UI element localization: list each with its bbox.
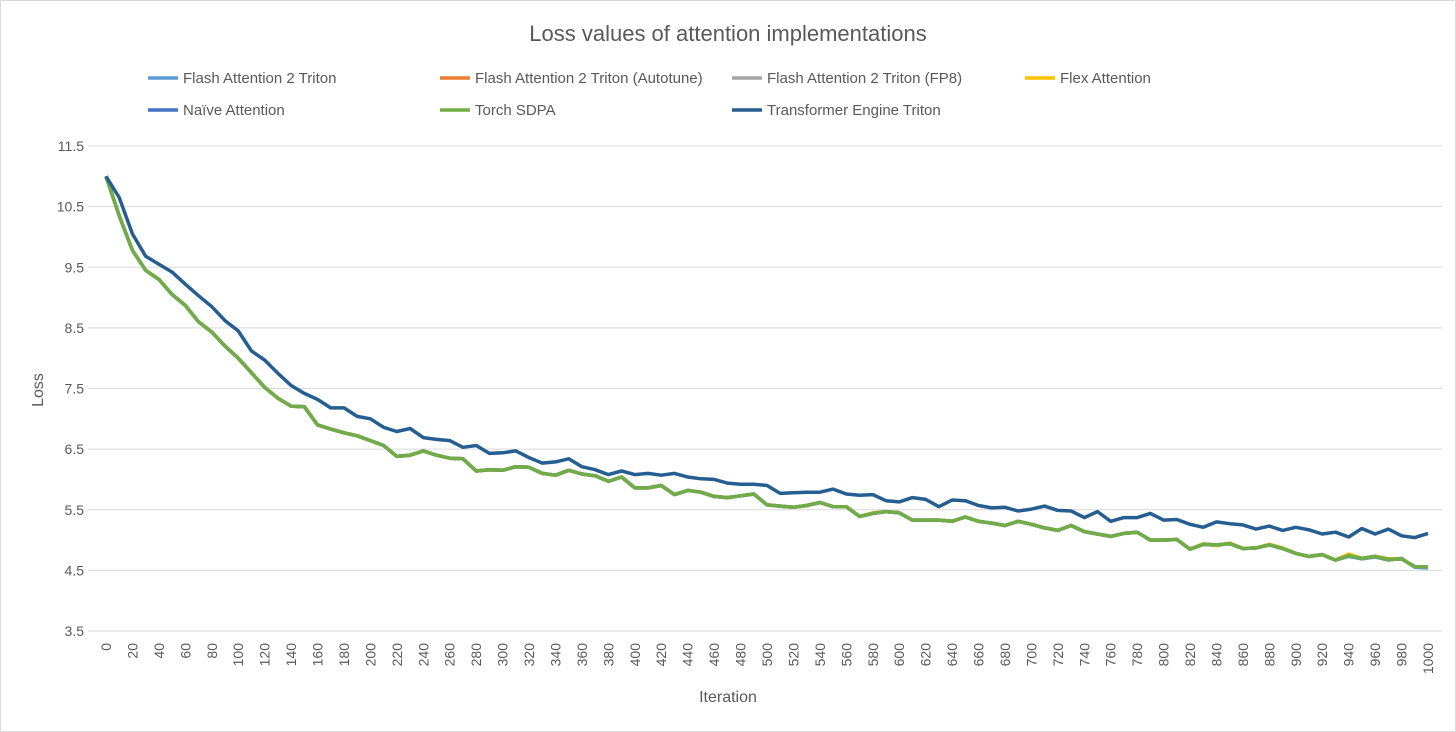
x-axis-title: Iteration: [699, 689, 757, 706]
legend-label: Transformer Engine Triton: [767, 102, 941, 119]
x-tick-label: 760: [1103, 643, 1119, 667]
legend-label: Naïve Attention: [183, 102, 285, 119]
x-tick-label: 380: [600, 643, 616, 667]
x-tick-label: 980: [1394, 643, 1410, 667]
x-tick-label: 660: [971, 643, 987, 667]
x-tick-label: 60: [177, 643, 193, 659]
x-tick-label: 800: [1156, 643, 1172, 667]
x-tick-label: 880: [1261, 643, 1277, 667]
x-tick-label: 620: [918, 643, 934, 667]
x-tick-label: 940: [1341, 643, 1357, 667]
x-tick-label: 220: [389, 643, 405, 667]
legend-label: Flash Attention 2 Triton (Autotune): [475, 70, 703, 87]
y-tick-label: 11.5: [58, 138, 84, 154]
x-tick-label: 360: [574, 643, 590, 667]
legend-label: Flash Attention 2 Triton: [183, 70, 336, 87]
x-tick-label: 340: [547, 643, 563, 667]
x-tick-label: 920: [1314, 643, 1330, 667]
y-tick-label: 9.5: [65, 259, 85, 275]
x-tick-label: 100: [230, 643, 246, 667]
x-tick-label: 20: [124, 643, 140, 659]
x-tick-label: 80: [204, 643, 220, 659]
x-tick-label: 240: [415, 643, 431, 667]
x-tick-label: 140: [283, 643, 299, 667]
y-tick-label: 5.5: [65, 502, 85, 518]
x-tick-label: 0: [98, 643, 114, 651]
x-tick-label: 320: [521, 643, 537, 667]
legend-label: Flex Attention: [1060, 70, 1151, 87]
legend-label: Flash Attention 2 Triton (FP8): [767, 70, 962, 87]
legend-item: Flex Attention: [1025, 70, 1151, 87]
x-tick-label: 480: [733, 643, 749, 667]
x-axis-ticks: 0 20 40 60 80 100 120 140 160 180 200 220 240 260 280 3…: [98, 643, 1436, 674]
x-tick-label: 600: [891, 643, 907, 667]
x-tick-label: 260: [442, 643, 458, 667]
y-tick-label: 3.5: [65, 623, 85, 639]
series-line-flash-attention-2-triton-fp8: [104, 175, 1428, 569]
y-axis-ticks: 3.5 4.5 5.5 6.5 7.5 8.5 9.5 10.5 11.5: [57, 138, 84, 639]
x-tick-label: 680: [997, 643, 1013, 667]
x-tick-label: 40: [151, 643, 167, 659]
x-tick-label: 440: [680, 643, 696, 667]
x-tick-label: 500: [759, 643, 775, 667]
y-tick-label: 7.5: [65, 381, 85, 397]
x-tick-label: 900: [1288, 643, 1304, 667]
y-tick-label: 8.5: [65, 320, 85, 336]
x-tick-label: 860: [1235, 643, 1251, 667]
x-tick-label: 200: [362, 643, 378, 667]
gridlines: [88, 145, 1442, 632]
series-line-flash-attention-2-triton: [104, 175, 1429, 570]
x-tick-label: 180: [336, 643, 352, 667]
x-tick-label: 420: [653, 643, 669, 667]
legend-item: Flash Attention 2 Triton (FP8): [732, 70, 962, 87]
series-line-flex-attention: [104, 175, 1428, 569]
legend-item: Flash Attention 2 Triton (Autotune): [440, 70, 703, 87]
x-tick-label: 560: [838, 643, 854, 667]
x-tick-label: 780: [1129, 643, 1145, 667]
x-tick-label: 520: [785, 643, 801, 667]
legend-item: Flash Attention 2 Triton: [148, 70, 336, 87]
x-tick-label: 280: [468, 643, 484, 667]
x-tick-label: 580: [865, 643, 881, 667]
x-tick-label: 460: [706, 643, 722, 667]
x-tick-label: 540: [812, 643, 828, 667]
x-tick-label: 840: [1208, 643, 1224, 667]
x-tick-label: 740: [1076, 643, 1092, 667]
series-lines: [104, 175, 1429, 570]
chart-title: Loss values of attention implementations: [529, 21, 926, 46]
x-tick-label: 640: [944, 643, 960, 667]
y-tick-label: 4.5: [65, 562, 85, 578]
series-line-transformer-engine-triton: [104, 175, 1429, 540]
x-tick-label: 700: [1023, 643, 1039, 667]
legend-item: Naïve Attention: [148, 102, 285, 119]
series-line-na-ve-attention: [104, 175, 1428, 569]
x-tick-label: 400: [627, 643, 643, 667]
x-tick-label: 300: [495, 643, 511, 667]
x-tick-label: 820: [1182, 643, 1198, 667]
legend-item: Transformer Engine Triton: [732, 102, 941, 119]
series-line-torch-sdpa: [104, 175, 1428, 569]
x-tick-label: 120: [257, 643, 273, 667]
y-tick-label: 6.5: [65, 441, 85, 457]
legend-item: Torch SDPA: [440, 102, 556, 119]
x-tick-label: 960: [1367, 643, 1383, 667]
series-line-flash-attention-2-triton-autotune: [104, 175, 1428, 569]
legend: Flash Attention 2 Triton Flash Attention …: [148, 70, 1151, 119]
legend-label: Torch SDPA: [475, 102, 556, 119]
x-tick-label: 160: [310, 643, 326, 667]
x-tick-label: 720: [1050, 643, 1066, 667]
x-tick-label: 1000: [1420, 643, 1436, 674]
y-axis-title: Loss: [30, 373, 47, 407]
y-tick-label: 10.5: [57, 199, 84, 215]
